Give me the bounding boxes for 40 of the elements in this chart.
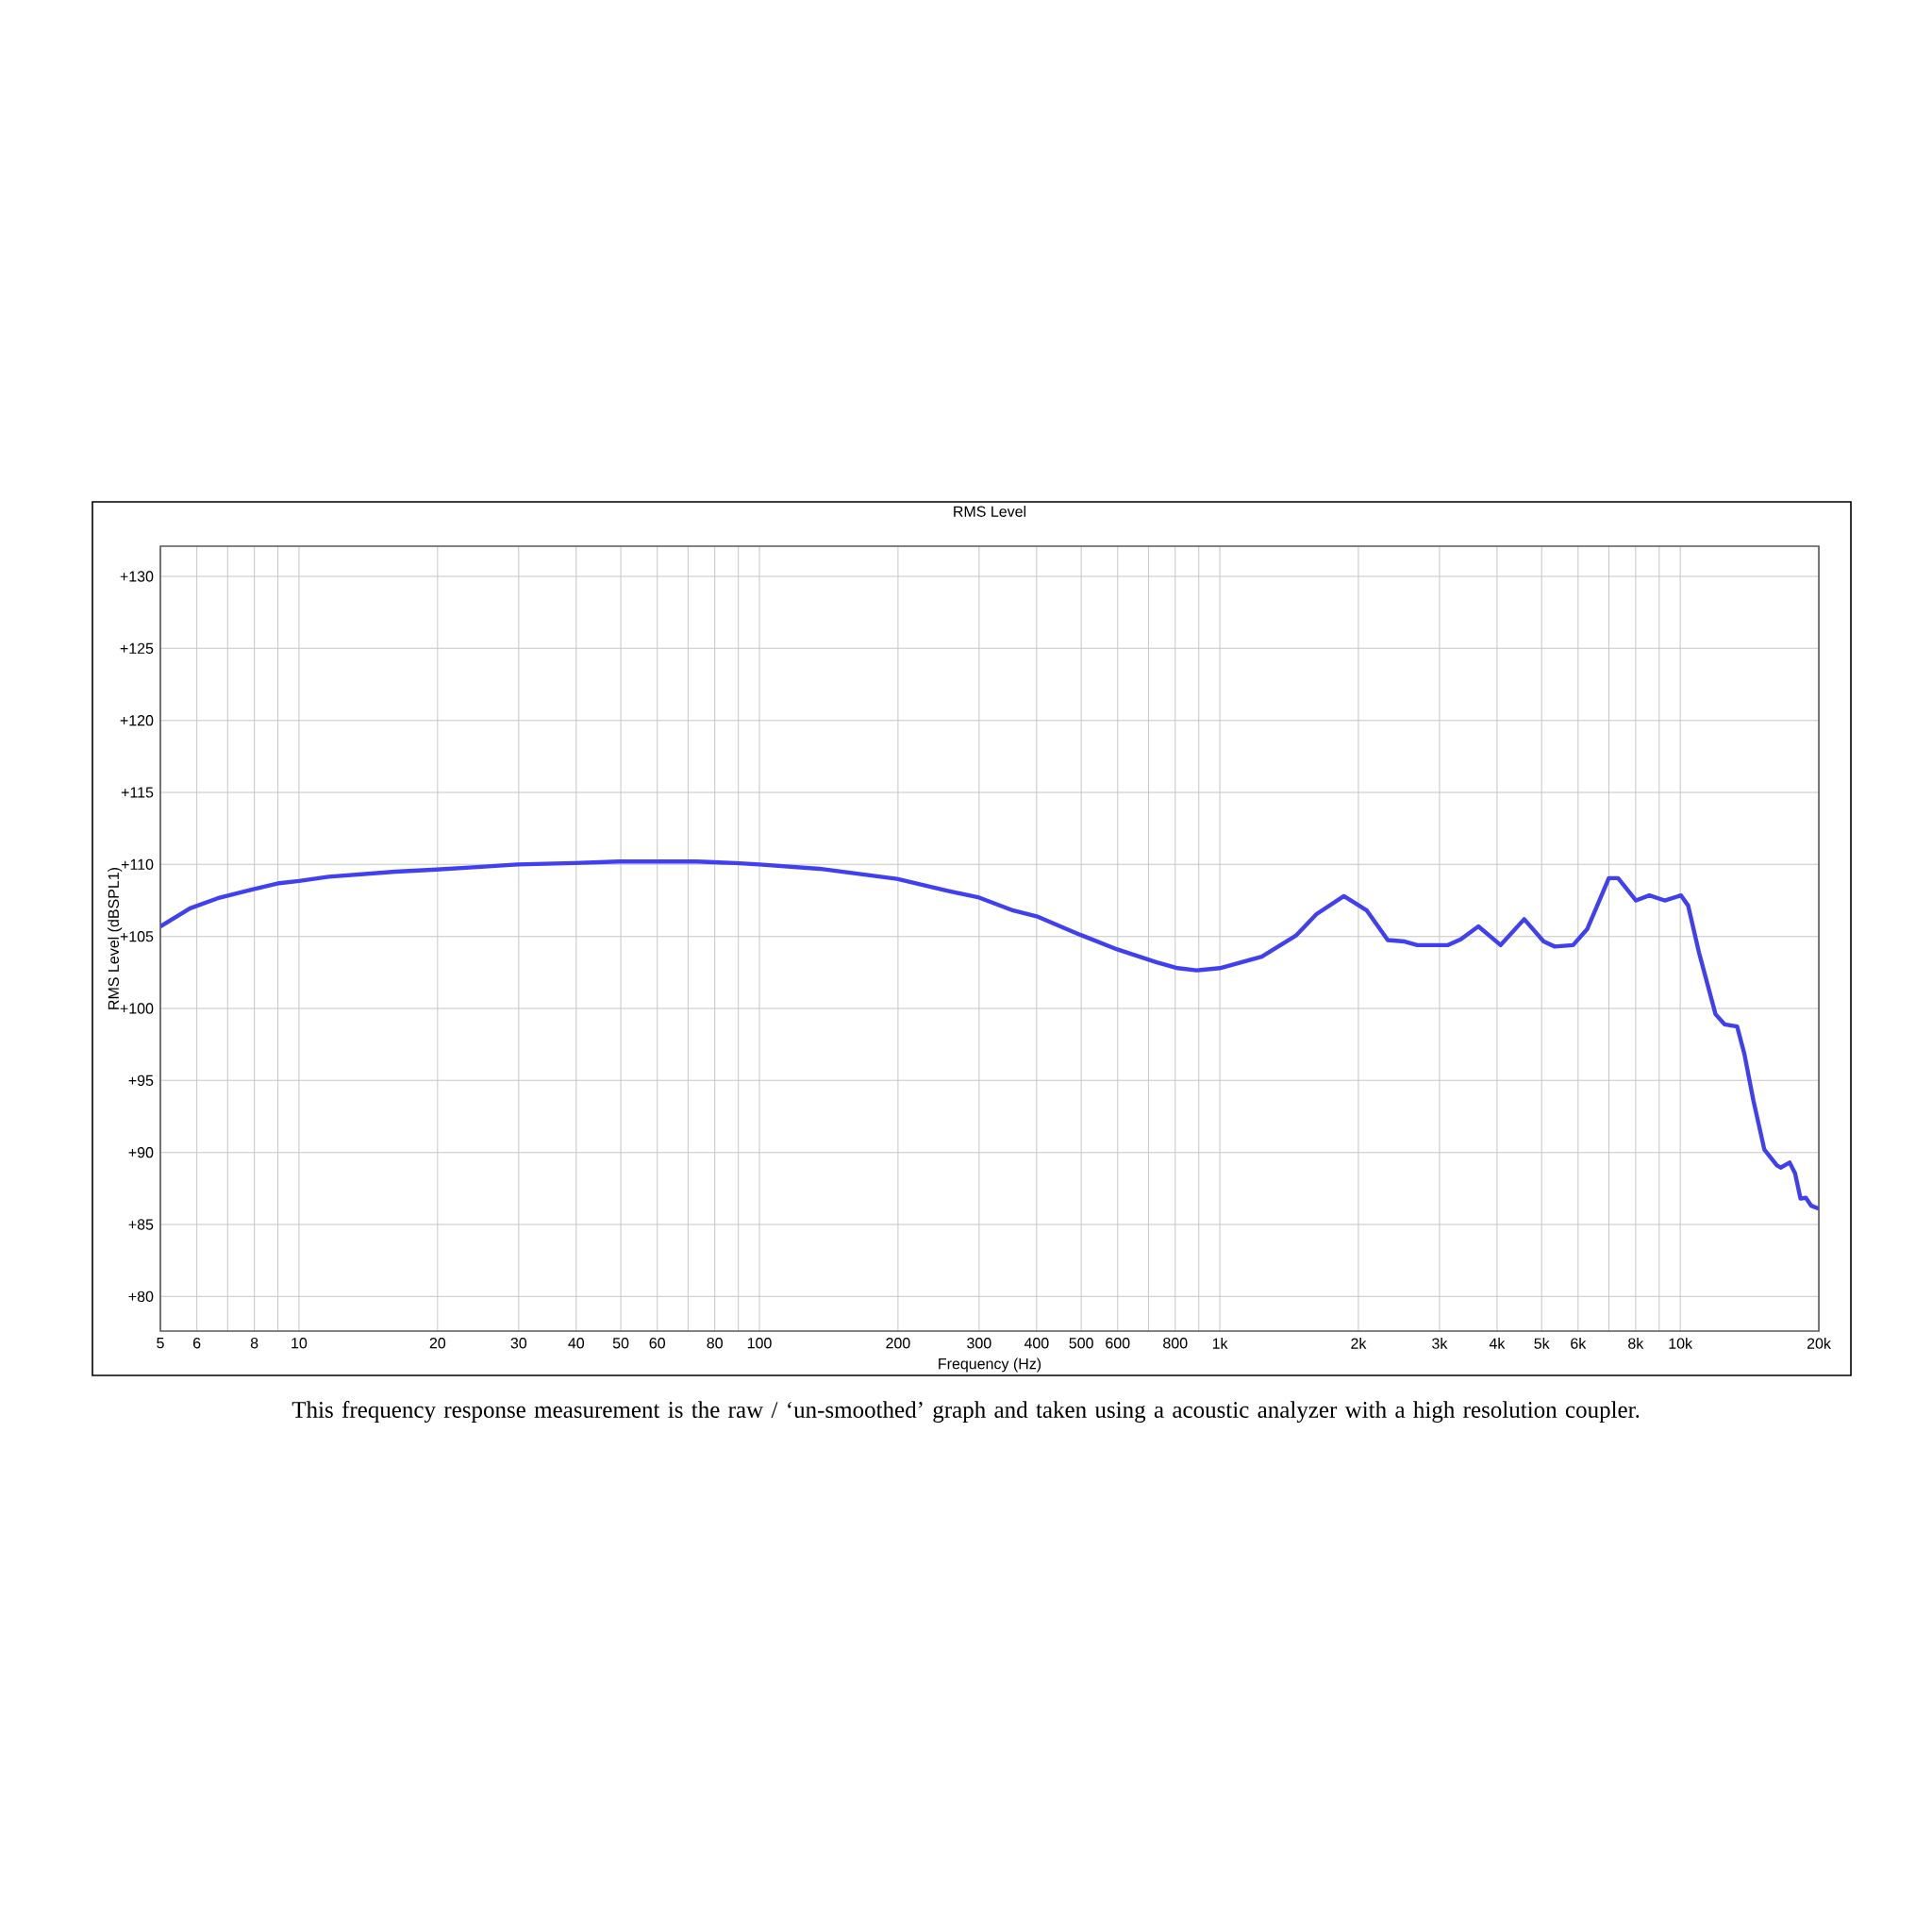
y-tick-label: +85 xyxy=(128,1219,154,1230)
x-tick-label: 10 xyxy=(291,1338,308,1349)
y-tick-label: +95 xyxy=(128,1074,154,1087)
x-tick-label: 300 xyxy=(967,1338,991,1349)
x-tick-label: 600 xyxy=(1106,1338,1130,1349)
x-tick-label: 3k xyxy=(1432,1338,1448,1349)
x-tick-label: 100 xyxy=(747,1338,772,1349)
x-tick-label: 40 xyxy=(568,1338,585,1349)
y-tick-label: +130 xyxy=(120,571,154,582)
y-tick-label: +90 xyxy=(128,1147,154,1158)
x-tick-label: 200 xyxy=(886,1338,910,1349)
x-tick-label: 1k xyxy=(1212,1338,1228,1349)
y-tick-label: +80 xyxy=(128,1291,154,1303)
x-tick-label: 30 xyxy=(510,1338,527,1349)
x-tick-label: 5k xyxy=(1534,1338,1550,1349)
y-tick-label: +100 xyxy=(120,1003,154,1014)
text: This frequency response measurement is the raw / ‘un-smoothed’ graph and taken using a acoustic analyzer with a high resolution coupler. xyxy=(291,1401,1640,1424)
y-tick-label: +115 xyxy=(121,787,154,798)
x-tick-label: 5 xyxy=(157,1338,164,1349)
x-tick-label: 6 xyxy=(193,1338,201,1349)
x-axis-title: Frequency (Hz) xyxy=(939,1357,1041,1373)
y-tick-label: +110 xyxy=(121,858,154,871)
y-tick-label: +125 xyxy=(120,642,154,655)
x-tick-label: 500 xyxy=(1069,1338,1093,1349)
x-tick-label: 60 xyxy=(649,1338,665,1349)
x-tick-label: 4k xyxy=(1489,1338,1506,1349)
x-tick-label: 8k xyxy=(1628,1338,1644,1349)
x-tick-label: 400 xyxy=(1024,1338,1049,1349)
x-tick-label: 20 xyxy=(429,1338,446,1349)
x-tick-label: 800 xyxy=(1163,1338,1188,1349)
x-tick-label: 10k xyxy=(1669,1338,1693,1349)
x-tick-label: 50 xyxy=(612,1338,629,1349)
x-tick-label: 6k xyxy=(1571,1338,1587,1349)
x-tick-label: 20k xyxy=(1807,1338,1831,1349)
x-tick-label: 8 xyxy=(250,1338,258,1349)
y-tick-label: +120 xyxy=(120,715,154,726)
x-tick-label: 2k xyxy=(1351,1338,1367,1349)
x-tick-label: 80 xyxy=(707,1338,723,1349)
chart-title: RMS Level xyxy=(954,506,1026,517)
y-tick-label: +105 xyxy=(120,931,154,942)
